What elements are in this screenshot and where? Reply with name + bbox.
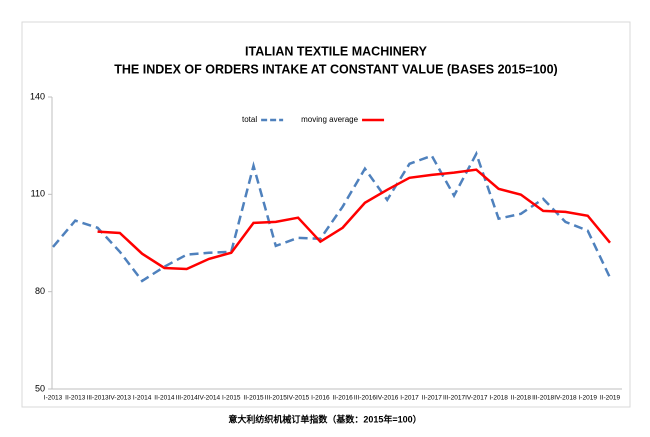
chart-frame [21,21,631,408]
y-tick-label: 110 [31,189,45,199]
x-tick-label: III-2013 [87,395,109,402]
x-tick-label: III-2014 [176,395,198,402]
x-tick-label: II-2017 [422,395,443,402]
chart-subtitle: THE INDEX OF ORDERS INTAKE AT CONSTANT V… [114,62,557,76]
y-tick-label: 140 [30,91,45,101]
x-tick-label: II-2019 [600,395,621,402]
x-tick-label: II-2013 [65,395,86,402]
x-tick-label: IV-2013 [109,395,132,402]
x-tick-label: III-2016 [354,395,376,402]
x-tick-label: I-2016 [311,395,330,402]
y-tick-label: 80 [35,286,45,296]
series-line [97,168,611,271]
x-tick-label: II-2014 [154,395,175,402]
x-tick-label: IV-2014 [198,395,221,402]
x-tick-label: IV-2017 [465,395,488,402]
x-tick-label: III-2015 [265,395,287,402]
x-tick-label: I-2013 [44,395,63,402]
x-tick-label: IV-2015 [287,395,310,402]
x-tick-label: I-2014 [133,395,152,402]
x-tick-label: II-2016 [333,395,354,402]
x-tick-label: III-2018 [532,395,554,402]
x-tick-label: II-2015 [243,395,264,402]
x-tick-label: I-2018 [489,395,508,402]
x-tick-label: II-2018 [511,395,532,402]
x-tick-label: III-2017 [443,395,465,402]
x-tick-label: I-2019 [579,395,598,402]
x-tick-label: I-2017 [400,395,419,402]
legend-label: total [242,115,257,124]
x-tick-label: I-2015 [222,395,241,402]
series-line [52,150,612,283]
chart-title: ITALIAN TEXTILE MACHINERY [245,44,428,58]
x-tick-label: IV-2016 [376,395,399,402]
caption: 意大利纺织机械订单指数（基数：2015年=100） [228,413,421,424]
x-tick-label: IV-2018 [554,395,577,402]
y-tick-label: 50 [35,383,45,393]
legend-label: moving average [301,115,358,124]
